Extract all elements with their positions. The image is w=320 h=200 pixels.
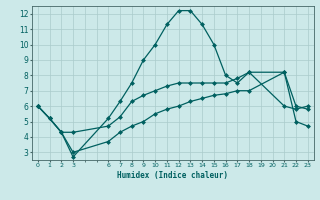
X-axis label: Humidex (Indice chaleur): Humidex (Indice chaleur) bbox=[117, 171, 228, 180]
